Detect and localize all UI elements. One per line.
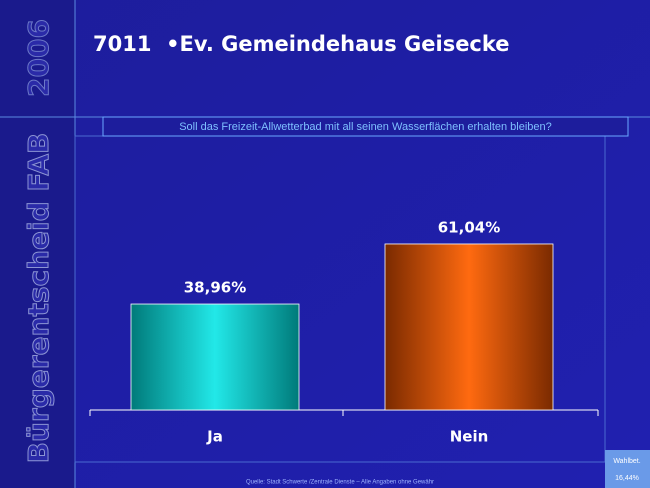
- x-tick-label: Ja: [206, 428, 223, 446]
- slide-title: 7011 •Ev. Gemeindehaus Geisecke: [93, 32, 510, 56]
- year: 2006: [22, 19, 55, 97]
- turnout-box: [605, 450, 650, 488]
- turnout-value: 16,44%: [615, 475, 639, 482]
- source: Quelle: Stadt Schwerte /Zentrale Dienste…: [246, 480, 434, 486]
- data-label: 61,04%: [438, 218, 500, 236]
- turnout-label: Wahlbet.: [613, 458, 640, 465]
- data-label: 38,96%: [184, 279, 246, 297]
- sidebar-title: Bürgerentscheid FAB: [22, 133, 55, 464]
- question: Soll das Freizeit-Allwetterbad mit all s…: [179, 121, 552, 133]
- bar: [384, 243, 554, 411]
- bar: [130, 303, 300, 411]
- x-tick-label: Nein: [450, 428, 489, 446]
- question-box: [102, 116, 629, 137]
- sidebar: [0, 0, 75, 488]
